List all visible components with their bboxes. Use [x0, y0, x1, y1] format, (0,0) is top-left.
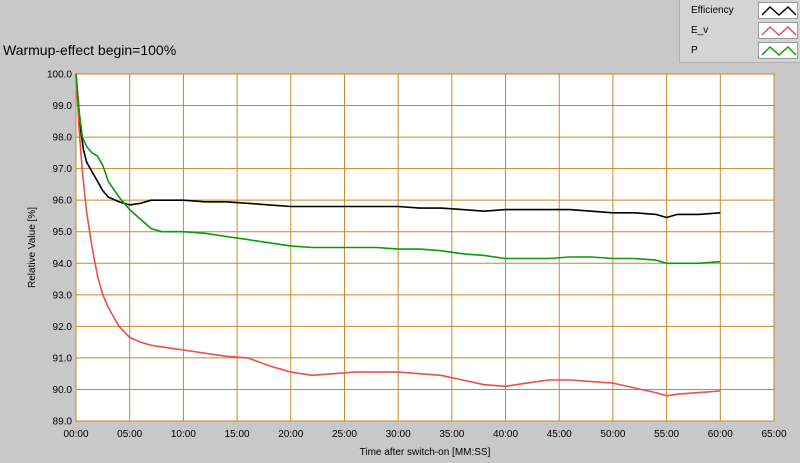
legend-swatch-p-icon: [761, 45, 797, 57]
series-line-e-v: [75, 73, 721, 397]
legend-swatch-e-v: [758, 22, 798, 39]
y-tick-label: 91.0: [53, 353, 73, 364]
legend-item-p[interactable]: P: [680, 41, 800, 61]
series-line-efficiency: [75, 73, 721, 219]
chart-title: Warmup-effect begin=100%: [3, 42, 177, 58]
legend-label-p: P: [691, 45, 698, 56]
x-tick-label: 15:00: [225, 429, 250, 440]
x-tick-label: 45:00: [547, 429, 572, 440]
y-tick-label: 97.0: [53, 164, 73, 175]
y-axis-title: Relative Value [%]: [27, 207, 38, 288]
x-axis-title: Time after switch-on [MM:SS]: [360, 447, 491, 458]
x-tick-label: 20:00: [278, 429, 303, 440]
x-tick-label: 10:00: [171, 429, 196, 440]
legend-swatch-e-v-icon: [761, 25, 797, 37]
legend-swatch-efficiency-icon: [761, 5, 797, 17]
y-tick-label: 94.0: [53, 259, 73, 270]
x-tick-label: 00:00: [63, 429, 88, 440]
x-tick-label: 25:00: [332, 429, 357, 440]
x-tick-label: 55:00: [654, 429, 679, 440]
grid: [75, 73, 775, 422]
x-tick-label: 35:00: [439, 429, 464, 440]
x-tick-label: 65:00: [761, 429, 786, 440]
y-tick-label: 100.0: [47, 70, 72, 81]
y-tick-label: 96.0: [53, 196, 73, 207]
legend-label-e-v: E_v: [691, 25, 709, 36]
x-tick-label: 60:00: [708, 429, 733, 440]
x-tick-label: 50:00: [600, 429, 625, 440]
y-tick-label: 90.0: [53, 385, 73, 396]
series-layer: [75, 73, 721, 397]
legend-swatch-p: [758, 42, 798, 59]
y-axis-ticks: 89.0 90.0 91.0 92.0 93.0 94.0 95.0 96.0 97.0 98.0…: [47, 70, 72, 428]
x-tick-label: 30:00: [386, 429, 411, 440]
x-tick-label: 05:00: [117, 429, 142, 440]
y-tick-label: 89.0: [53, 417, 73, 428]
legend-swatch-efficiency: [758, 2, 798, 19]
y-tick-label: 95.0: [53, 227, 73, 238]
plot-area: [75, 73, 775, 422]
series-line-p: [75, 73, 721, 265]
legend: Efficiency E_v P: [679, 0, 800, 63]
legend-label-efficiency: Efficiency: [691, 5, 734, 16]
x-tick-label: 40:00: [493, 429, 518, 440]
y-tick-label: 93.0: [53, 290, 73, 301]
legend-item-e-v[interactable]: E_v: [680, 21, 800, 41]
y-tick-label: 92.0: [53, 322, 73, 333]
y-tick-label: 99.0: [53, 101, 73, 112]
x-axis-ticks: 00:00 05:00 10:00 15:00 20:00 25:00 30:00 35:00…: [63, 429, 786, 440]
y-tick-label: 98.0: [53, 133, 73, 144]
legend-item-efficiency[interactable]: Efficiency: [680, 1, 800, 21]
